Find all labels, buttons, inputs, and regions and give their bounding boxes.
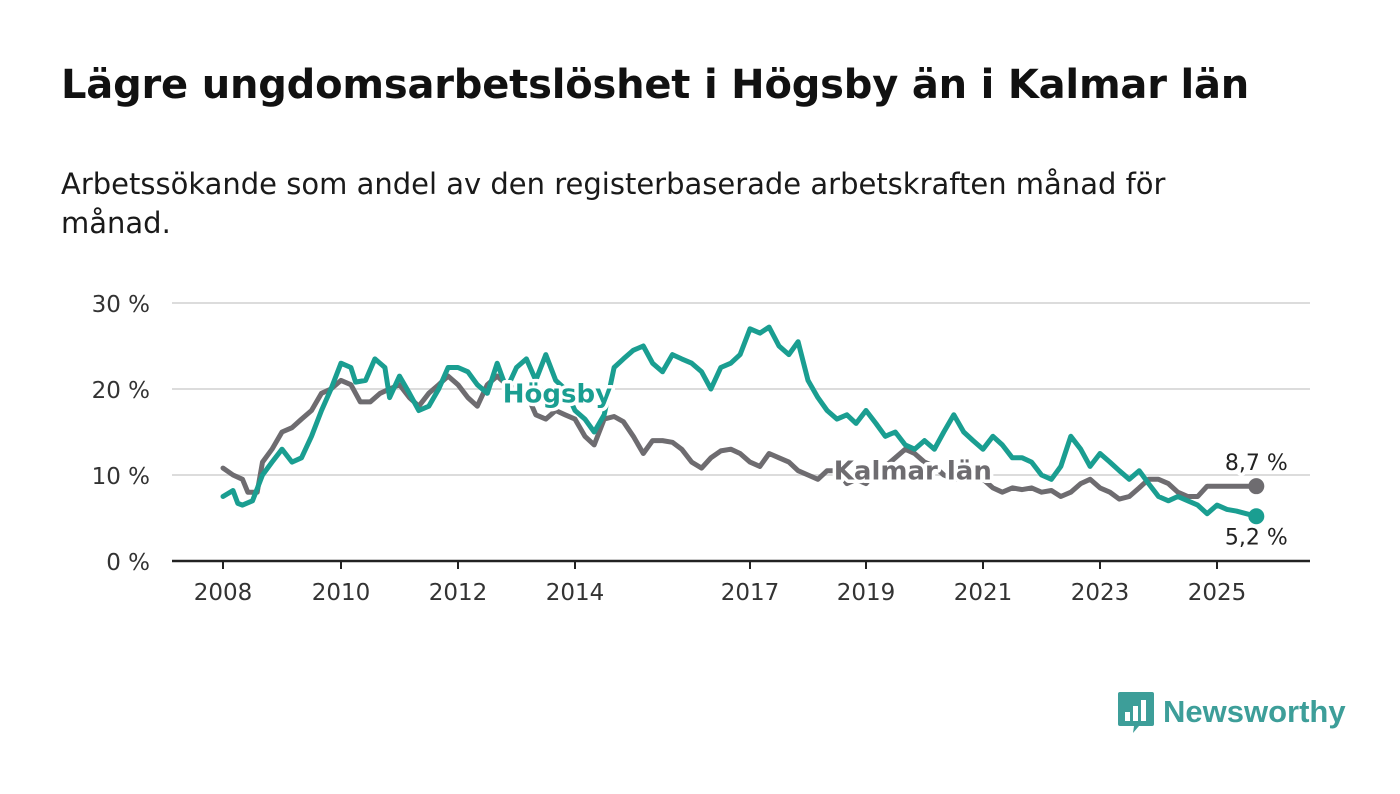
x-tick-label: 2019 (837, 580, 896, 606)
x-tick-label: 2021 (954, 580, 1013, 606)
chart-title: Lägre ungdomsarbetslöshet i Högsby än i … (61, 62, 1250, 108)
series-layer (220, 324, 1265, 525)
y-axis-labels: 0 % 10 % 20 % 30 % (92, 292, 150, 576)
x-tick-label: 2012 (429, 580, 488, 606)
chart-subtitle: Arbetssökande som andel av den registerb… (61, 167, 1166, 240)
x-tick-label: 2008 (194, 580, 253, 606)
line-label-halo: Kalmar län (834, 457, 992, 487)
x-axis-labels: 2008 2010 2012 2014 2017 2019 2021 2023 2025 (194, 561, 1247, 606)
series-endpoint-hogsby (1248, 508, 1265, 525)
brand-name: Newsworthy (1163, 694, 1346, 729)
series-name-label: Högsby (503, 379, 612, 409)
grid-layer (172, 302, 1310, 563)
line-label-halo: 8,7 % (1225, 451, 1288, 476)
newsworthy-logo-icon (1118, 692, 1154, 733)
x-tick-label: 2010 (312, 580, 371, 606)
last-value-label: 5,2 % (1225, 525, 1288, 550)
y-tick-label: 0 % (106, 550, 150, 576)
newsworthy-brand[interactable]: Newsworthy (1117, 690, 1346, 734)
series-name-label: Kalmar län (834, 457, 992, 487)
series-line-hogsby (220, 324, 1259, 519)
x-tick-label: 2023 (1071, 580, 1130, 606)
series-endpoint-kalmar-lan (1248, 478, 1265, 495)
y-tick-label: 20 % (92, 378, 150, 404)
line-label-halo: Högsby (503, 379, 612, 409)
y-tick-label: 10 % (92, 464, 150, 490)
x-tick-label: 2025 (1188, 580, 1247, 606)
series-line-kalmar-lan (220, 373, 1259, 502)
y-tick-label: 30 % (92, 292, 150, 318)
x-tick-label: 2014 (546, 580, 605, 606)
last-value-label: 8,7 % (1225, 451, 1288, 476)
x-tick-label: 2017 (721, 580, 780, 606)
line-label-halo: 5,2 % (1225, 525, 1288, 550)
